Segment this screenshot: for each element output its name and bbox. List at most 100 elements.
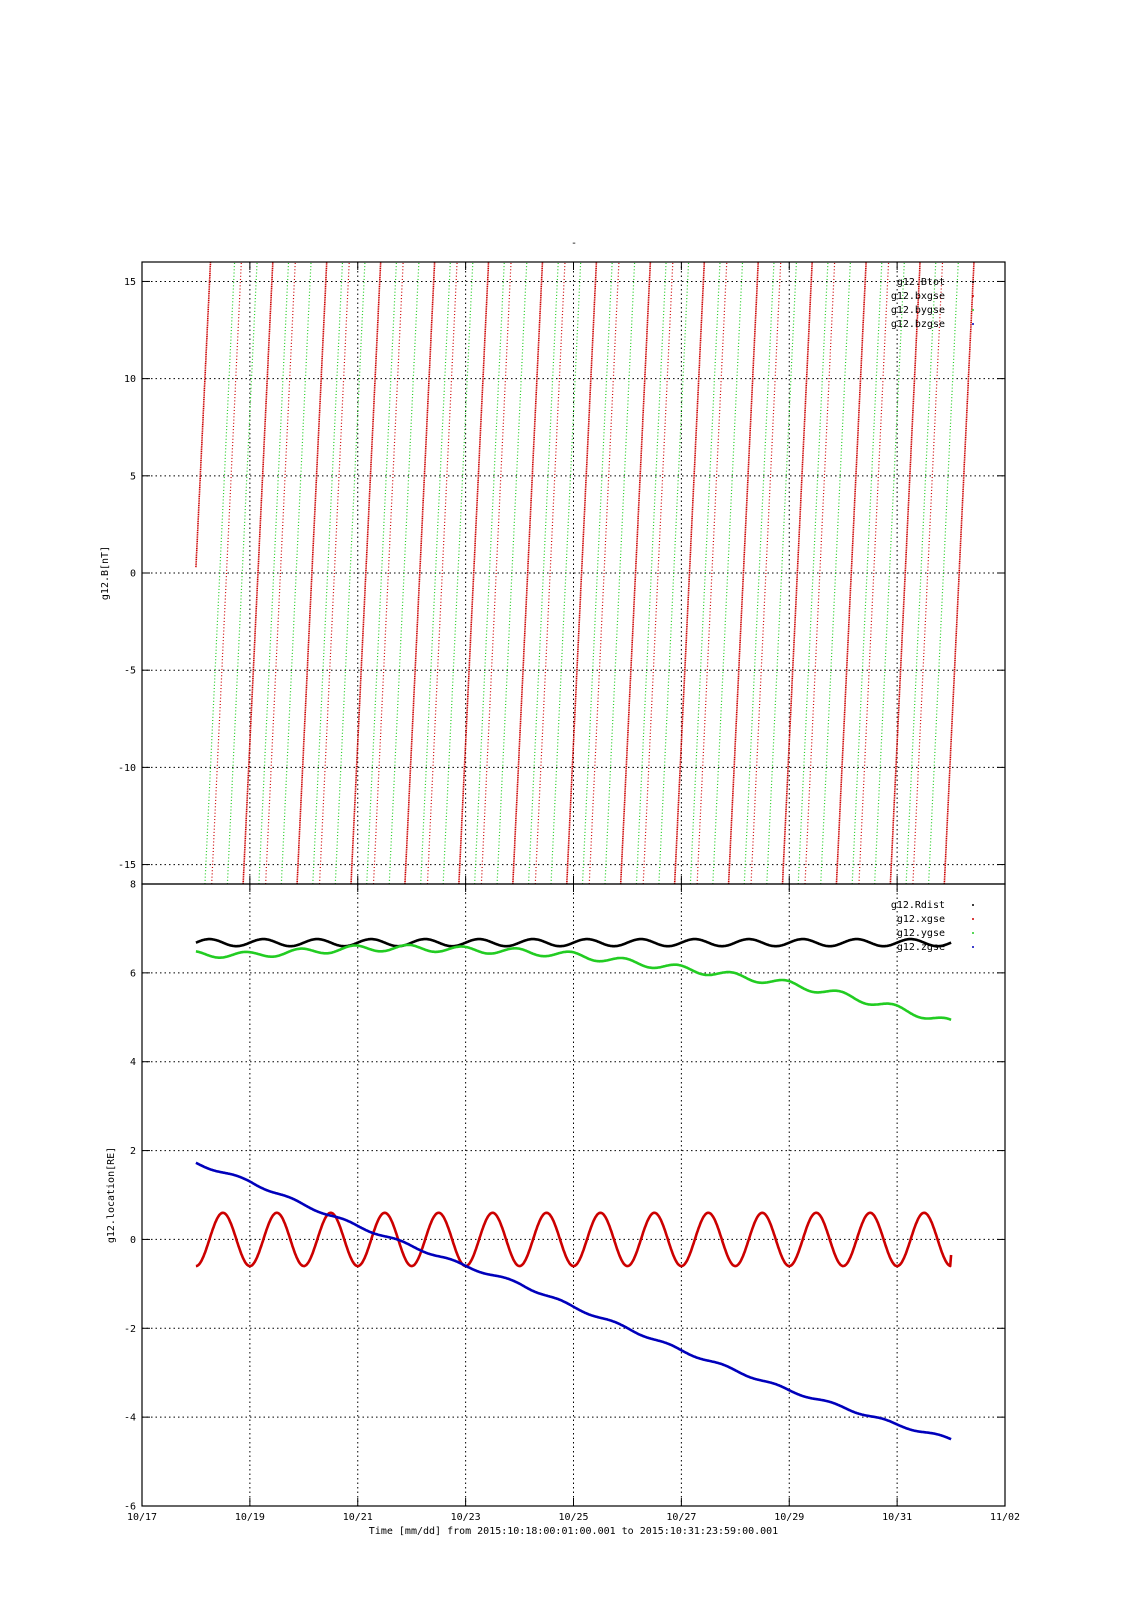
b-legend-label: g12.bxgse (891, 291, 945, 302)
x-tick-label: 10/31 (882, 1512, 912, 1523)
b-bygse-ramp (820, 261, 851, 885)
b-legend-label: g12.bzgse (891, 319, 945, 330)
b-bxgse-ramp (534, 261, 566, 885)
loc-y-tick-label: 4 (130, 1057, 136, 1068)
b-bxgse-ramp (835, 261, 867, 885)
b-bygse-ramp (766, 261, 797, 885)
b-bxgse-ramp (889, 261, 921, 885)
loc-y-tick-label: -4 (124, 1413, 136, 1424)
b-bygse-ramp (280, 261, 312, 885)
b-bygse-ramp (204, 261, 236, 885)
location-data (195, 937, 953, 1441)
location-grid (142, 884, 1005, 1506)
loc-y-tick-label: -6 (124, 1502, 136, 1513)
b-y-tick-label: 5 (130, 471, 136, 482)
loc-xgse-line (195, 1211, 953, 1268)
b-bxgse-ramp (750, 261, 782, 885)
b-bxgse-ramp (318, 261, 350, 885)
b-bygse-ramp (928, 261, 959, 885)
time-x-axis-label: Time [mm/dd] from 2015:10:18:00:01:00.00… (369, 1526, 778, 1537)
b-bxgse-ramp (673, 261, 706, 885)
x-tick-label: 11/02 (990, 1512, 1020, 1523)
b-bygse-ramp (851, 261, 883, 885)
x-tick-label: 10/25 (558, 1512, 588, 1523)
b-bxgse-ramp (372, 261, 404, 885)
b-bxgse-ramp (588, 261, 620, 885)
x-tick-label: 10/23 (451, 1512, 481, 1523)
magnetic-field-legend: g12.Btot g12.bxgse g12.bygse g12.bzgse (891, 277, 974, 330)
b-legend-label: g12.bygse (891, 305, 945, 316)
x-tick-label: 10/29 (774, 1512, 804, 1523)
b-y-tick-label: 10 (124, 374, 136, 385)
b-bxgse-ramp (727, 261, 759, 885)
b-bxgse-ramp (195, 261, 212, 568)
x-tick-label: 10/19 (235, 1512, 265, 1523)
b-bygse-ramp (474, 261, 505, 885)
b-bxgse-ramp (619, 261, 652, 885)
b-y-tick-label: -10 (118, 763, 136, 774)
b-bygse-ramp (712, 261, 744, 885)
b-bygse-ramp (905, 261, 937, 885)
b-y-tick-label: 15 (124, 277, 136, 288)
magnetic-field-grid (142, 262, 1005, 884)
b-bxgse-ramp (426, 261, 458, 885)
b-bxgse-ramp (265, 261, 296, 885)
b-bygse-ramp (420, 261, 451, 885)
b-bygse-ramp (797, 261, 829, 885)
b-bygse-ramp (550, 261, 582, 885)
b-bygse-ramp (388, 261, 420, 885)
b-bygse-ramp (226, 261, 258, 885)
loc-ygse-line (195, 943, 952, 1022)
b-bxgse-ramp (696, 261, 728, 885)
loc-y-tick-label: 0 (130, 1235, 136, 1246)
b-bygse-ramp (604, 261, 636, 885)
b-bygse-ramp (689, 261, 721, 885)
loc-legend-label: g12.zgse (897, 942, 945, 953)
loc-y-tick-label: 2 (130, 1146, 136, 1157)
b-bygse-ramp (312, 261, 344, 885)
b-bygse-ramp (874, 261, 905, 885)
b-bxgse-ramp (211, 261, 242, 885)
loc-legend-swatch (972, 904, 974, 906)
loc-legend-label: g12.ygse (897, 928, 945, 939)
magnetic-field-data (195, 261, 975, 885)
b-y-tick-label: 0 (130, 569, 136, 580)
location-frame (141, 883, 1006, 1507)
b-bygse-ramp (658, 261, 690, 885)
location-y-axis-label: g12.location[RE] (106, 1147, 117, 1243)
loc-legend-swatch (972, 946, 974, 948)
b-bxgse-ramp (912, 261, 944, 885)
loc-zgse-line (195, 1161, 952, 1441)
x-tick-label: 10/17 (127, 1512, 157, 1523)
loc-legend-swatch (972, 918, 974, 920)
b-bygse-ramp (258, 261, 290, 885)
b-bygse-ramp (743, 261, 775, 885)
b-bxgse-ramp (480, 261, 512, 885)
time-x-ticks: 10/17 10/19 10/21 10/23 10/25 10/27 10/29 10/31… (127, 1512, 1020, 1523)
loc-Rdist-line (195, 937, 952, 948)
magnetic-field-y-ticks: 15 10 5 0 -5 -10 -15 (118, 262, 1006, 884)
b-bygse-ramp (366, 261, 397, 885)
b-bxgse-ramp (943, 261, 975, 885)
figure-title: - (571, 238, 577, 249)
loc-y-tick-label: -2 (124, 1324, 136, 1335)
magnetic-field-panel: 15 10 5 0 -5 -10 -15 g12.Btot g12.bxgse g12.bygs… (100, 261, 1006, 885)
b-bxgse-ramp (566, 261, 598, 885)
b-bxgse-ramp (296, 261, 328, 885)
b-bxgse-ramp (804, 261, 836, 885)
b-bygse-ramp (581, 261, 613, 885)
b-legend-swatch (972, 281, 974, 283)
b-legend-swatch (972, 309, 974, 311)
b-bxgse-ramp (458, 261, 490, 885)
loc-legend-label: g12.Rdist (891, 900, 945, 911)
b-bxgse-ramp (642, 261, 674, 885)
location-legend: g12.Rdist g12.xgse g12.ygse g12.zgse (891, 900, 974, 953)
b-legend-swatch (972, 323, 974, 325)
loc-y-tick-label: 8 (130, 880, 136, 891)
loc-y-tick-label: 6 (130, 968, 136, 979)
b-y-tick-label: -15 (118, 860, 136, 871)
location-y-ticks: 8 6 4 2 0 -2 -4 -6 (124, 880, 1006, 1513)
b-bxgse-ramp (781, 261, 813, 885)
b-y-tick-label: -5 (124, 666, 136, 677)
